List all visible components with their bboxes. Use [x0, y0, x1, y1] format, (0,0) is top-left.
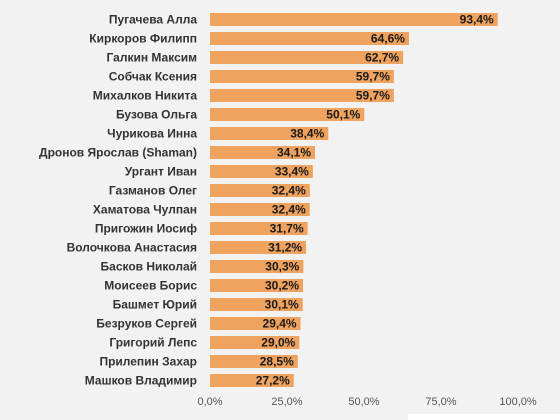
category-label: Григорий Лепс — [109, 336, 197, 350]
value-label: 30,1% — [265, 298, 299, 312]
bar — [210, 32, 409, 45]
value-label: 27,2% — [256, 374, 290, 388]
bar — [210, 89, 394, 102]
value-label: 93,4% — [460, 13, 494, 27]
bar — [210, 146, 316, 159]
category-label: Хаматова Чулпан — [93, 203, 197, 217]
value-label: 30,2% — [265, 279, 299, 293]
bar — [210, 165, 313, 178]
value-label: 29,4% — [263, 317, 297, 331]
category-label: Бузова Ольга — [116, 108, 197, 122]
category-label: Киркоров Филипп — [89, 32, 197, 46]
tick-label: 100,0% — [499, 396, 537, 408]
value-label: 31,2% — [268, 241, 302, 255]
category-label: Галкин Максим — [107, 51, 198, 65]
bar — [210, 13, 498, 26]
category-label: Безруков Сергей — [96, 317, 197, 331]
category-labels: Пугачева Алла Киркоров Филипп Галкин Макси… — [39, 13, 197, 388]
value-label: 34,1% — [277, 146, 311, 160]
value-label: 32,4% — [272, 184, 306, 198]
value-label: 30,3% — [265, 260, 299, 274]
category-label: Волочкова Анастасия — [67, 241, 197, 255]
category-label: Моисеев Борис — [104, 279, 197, 293]
value-label: 32,4% — [272, 203, 306, 217]
category-label: Ургант Иван — [125, 165, 197, 179]
category-label: Пугачева Алла — [109, 13, 197, 27]
tick-label: 25,0% — [271, 396, 302, 408]
category-label: Чурикова Инна — [107, 127, 197, 141]
value-label: 38,4% — [290, 127, 324, 141]
bar — [210, 298, 303, 311]
value-label: 59,7% — [356, 70, 390, 84]
bar — [210, 317, 301, 330]
bar — [210, 203, 310, 216]
bar — [210, 241, 307, 254]
value-label: 59,7% — [356, 89, 390, 103]
bottom-strip — [408, 414, 560, 420]
category-label: Михалков Никита — [93, 89, 198, 103]
category-label: Басков Николай — [101, 260, 197, 274]
value-label: 62,7% — [365, 51, 399, 65]
bar — [210, 355, 298, 368]
bar — [210, 127, 329, 140]
value-label: 50,1% — [326, 108, 360, 122]
value-label: 64,6% — [371, 32, 405, 46]
bar — [210, 222, 308, 235]
bar — [210, 51, 404, 64]
tick-label: 75,0% — [425, 396, 456, 408]
category-label: Машков Владимир — [85, 374, 197, 388]
category-label: Пригожин Иосиф — [95, 222, 198, 236]
bar — [210, 184, 310, 197]
tick-label: 0,0% — [197, 396, 222, 408]
x-axis: 0,0% 25,0% 50,0% 75,0% 100,0% — [197, 396, 536, 408]
bar — [210, 374, 294, 387]
value-label: 28,5% — [260, 355, 294, 369]
value-label: 33,4% — [275, 165, 309, 179]
bar — [210, 70, 394, 83]
category-label: Собчак Ксения — [109, 70, 197, 84]
category-label: Газманов Олег — [109, 184, 197, 198]
bar — [210, 260, 304, 273]
bar — [210, 108, 365, 121]
tick-label: 50,0% — [348, 396, 379, 408]
value-label: 29,0% — [261, 336, 295, 350]
category-label: Башмет Юрий — [113, 298, 197, 312]
bars-group — [210, 13, 498, 387]
bar — [210, 279, 304, 292]
value-labels: 93,4% 64,6% 62,7% 59,7% 59,7% 50,1%38,4% 34,1%… — [256, 13, 494, 388]
category-label: Прилепин Захар — [99, 355, 197, 369]
bar — [210, 336, 300, 349]
category-label: Дронов Ярослав (Shaman) — [39, 146, 197, 160]
value-label: 31,7% — [270, 222, 304, 236]
